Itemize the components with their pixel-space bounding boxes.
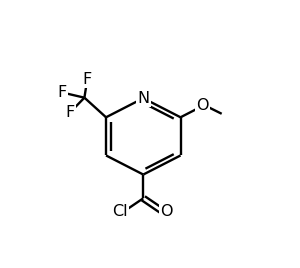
Text: O: O: [160, 204, 173, 219]
Text: N: N: [137, 91, 149, 106]
Text: Cl: Cl: [112, 204, 128, 219]
Text: F: F: [65, 105, 75, 120]
Text: F: F: [82, 72, 92, 87]
Text: F: F: [58, 85, 67, 100]
Text: O: O: [196, 98, 209, 113]
